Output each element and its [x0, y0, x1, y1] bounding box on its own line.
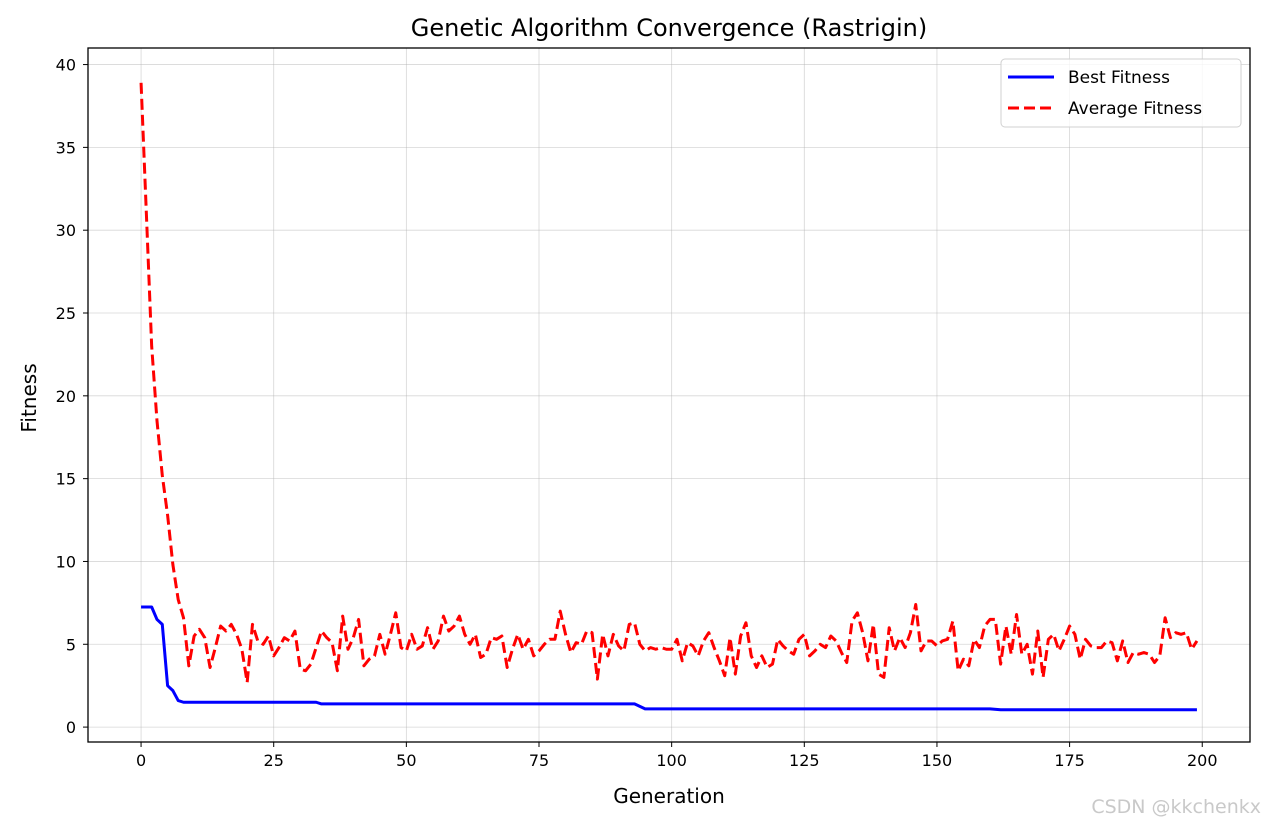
x-tick-label: 125	[789, 751, 820, 770]
series-line-best-fitness	[141, 605, 1197, 712]
y-tick-label: 5	[66, 635, 76, 654]
x-tick-label: 100	[656, 751, 687, 770]
axis-ticks: 0 25 50 75 100 125 150 175 200 0 5 10 15 20 25 30 35 40	[56, 56, 1218, 770]
y-axis-label: Fitness	[17, 363, 41, 432]
y-tick-label: 10	[56, 552, 76, 571]
series-lines	[139, 82, 1199, 712]
y-tick-label: 20	[56, 387, 76, 406]
y-tick-label: 0	[66, 718, 76, 737]
watermark-text: CSDN @kkchenkx	[1091, 796, 1261, 818]
x-tick-label: 150	[922, 751, 953, 770]
y-tick-label: 40	[56, 56, 76, 75]
legend-label-best-fitness: Best Fitness	[1068, 68, 1170, 88]
y-tick-label: 35	[56, 138, 76, 157]
y-tick-label: 15	[56, 470, 76, 489]
x-tick-label: 25	[264, 751, 284, 770]
x-tick-label: 0	[136, 751, 146, 770]
y-tick-label: 30	[56, 221, 76, 240]
x-axis-label: Generation	[613, 784, 725, 808]
chart-title: Genetic Algorithm Convergence (Rastrigin…	[411, 14, 927, 42]
series-line-average-fitness	[139, 82, 1199, 684]
legend: Best Fitness Average Fitness	[1000, 58, 1242, 128]
x-tick-label: 175	[1054, 751, 1085, 770]
x-tick-label: 200	[1187, 751, 1218, 770]
x-tick-label: 75	[529, 751, 549, 770]
y-tick-label: 25	[56, 304, 76, 323]
x-tick-label: 50	[396, 751, 416, 770]
legend-label-average-fitness: Average Fitness	[1068, 99, 1202, 119]
plot-area-frame	[87, 47, 1251, 743]
legend-box	[1000, 58, 1242, 128]
